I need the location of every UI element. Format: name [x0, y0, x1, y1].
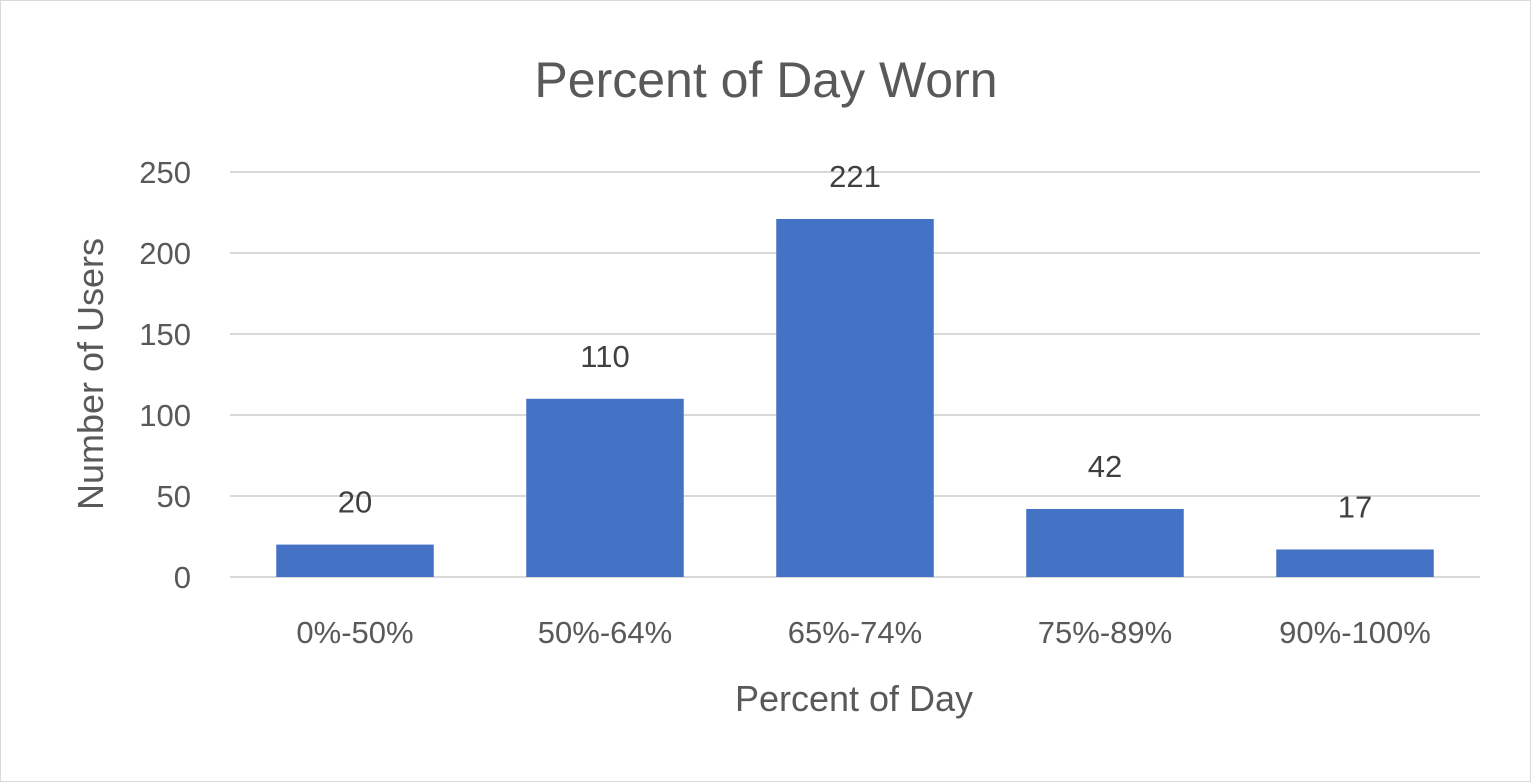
y-axis-title: Number of Users	[70, 238, 111, 510]
x-axis-ticks: 0%-50% 50%-64% 65%-74% 75%-89% 90%-100%	[296, 615, 1430, 650]
data-label: 20	[338, 485, 372, 520]
data-label: 110	[580, 339, 629, 374]
data-label: 17	[1338, 489, 1372, 524]
chart-title: Percent of Day Worn	[534, 52, 997, 108]
data-label: 221	[829, 159, 881, 194]
bar	[526, 398, 684, 577]
data-label: 42	[1088, 449, 1122, 484]
x-tick-label: 75%-89%	[1038, 615, 1172, 650]
x-tick-label: 0%-50%	[296, 615, 413, 650]
y-tick-label: 100	[139, 398, 191, 433]
bar	[776, 218, 934, 578]
bar	[1026, 508, 1184, 577]
bar	[1276, 549, 1434, 577]
y-axis-ticks: 0 50 100 150 200 250	[139, 155, 191, 595]
y-tick-label: 0	[174, 560, 191, 595]
y-tick-label: 50	[157, 479, 191, 514]
x-tick-label: 50%-64%	[538, 615, 672, 650]
x-tick-label: 90%-100%	[1279, 615, 1431, 650]
x-axis-title: Percent of Day	[735, 678, 973, 719]
y-tick-label: 150	[139, 317, 191, 352]
data-labels: 20 110 221 42 17	[338, 159, 1372, 524]
x-tick-label: 65%-74%	[788, 615, 922, 650]
y-tick-label: 200	[139, 236, 191, 271]
bars	[276, 218, 1434, 578]
y-tick-label: 250	[139, 155, 191, 190]
bar	[276, 544, 434, 577]
